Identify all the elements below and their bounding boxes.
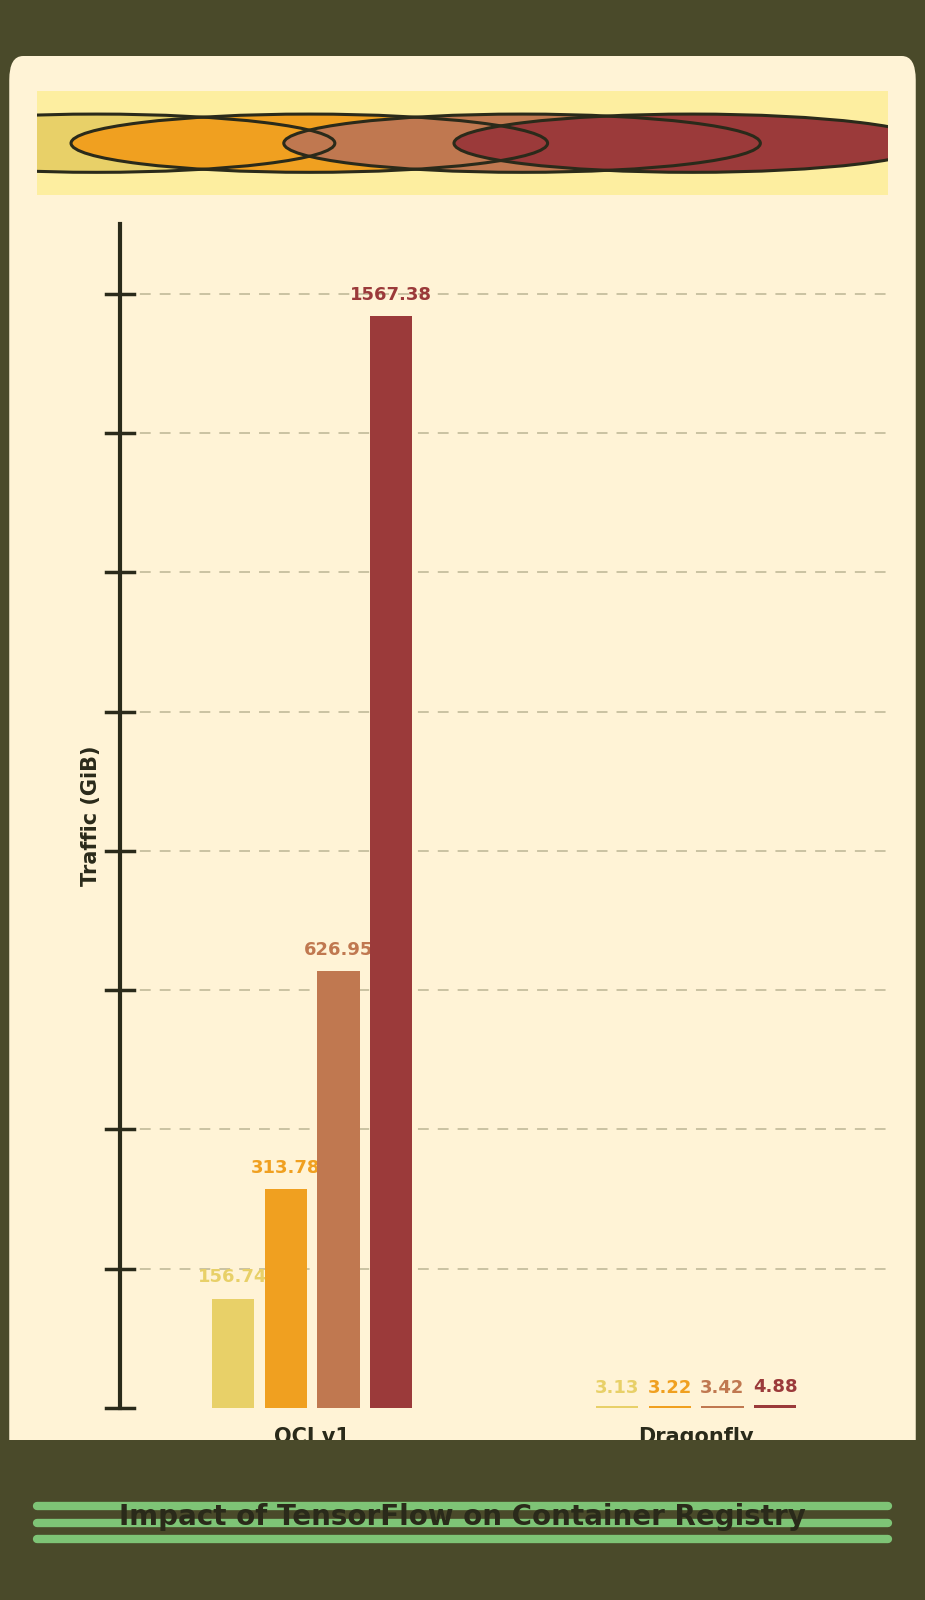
Text: 500 Pods: 500 Pods [739, 134, 839, 152]
Circle shape [454, 114, 925, 173]
Text: 3.42: 3.42 [700, 1379, 745, 1397]
Bar [648, 1406, 691, 1408]
Text: 3.13: 3.13 [595, 1379, 639, 1397]
Text: 3.22: 3.22 [648, 1379, 692, 1397]
Text: 50 Pods: 50 Pods [143, 134, 230, 152]
Bar [596, 1406, 638, 1408]
Y-axis label: Traffic (GiB): Traffic (GiB) [81, 746, 102, 886]
Text: Impact of TensorFlow on Container Registry: Impact of TensorFlow on Container Regist… [119, 1502, 806, 1531]
Text: 100 Pods: 100 Pods [356, 134, 456, 152]
Bar [754, 1405, 796, 1408]
Bar [701, 1406, 744, 1408]
Circle shape [0, 114, 335, 173]
Text: 4.88: 4.88 [753, 1378, 797, 1397]
Circle shape [284, 114, 760, 173]
Bar [317, 971, 360, 1408]
Text: 156.74: 156.74 [198, 1269, 267, 1286]
Text: 200 Pods: 200 Pods [569, 134, 669, 152]
Bar [370, 317, 413, 1408]
Bar [265, 1189, 307, 1408]
Text: 313.78: 313.78 [251, 1158, 321, 1178]
Text: 1567.38: 1567.38 [351, 286, 432, 304]
Circle shape [71, 114, 548, 173]
Text: 626.95: 626.95 [304, 941, 374, 958]
Bar [212, 1299, 254, 1408]
